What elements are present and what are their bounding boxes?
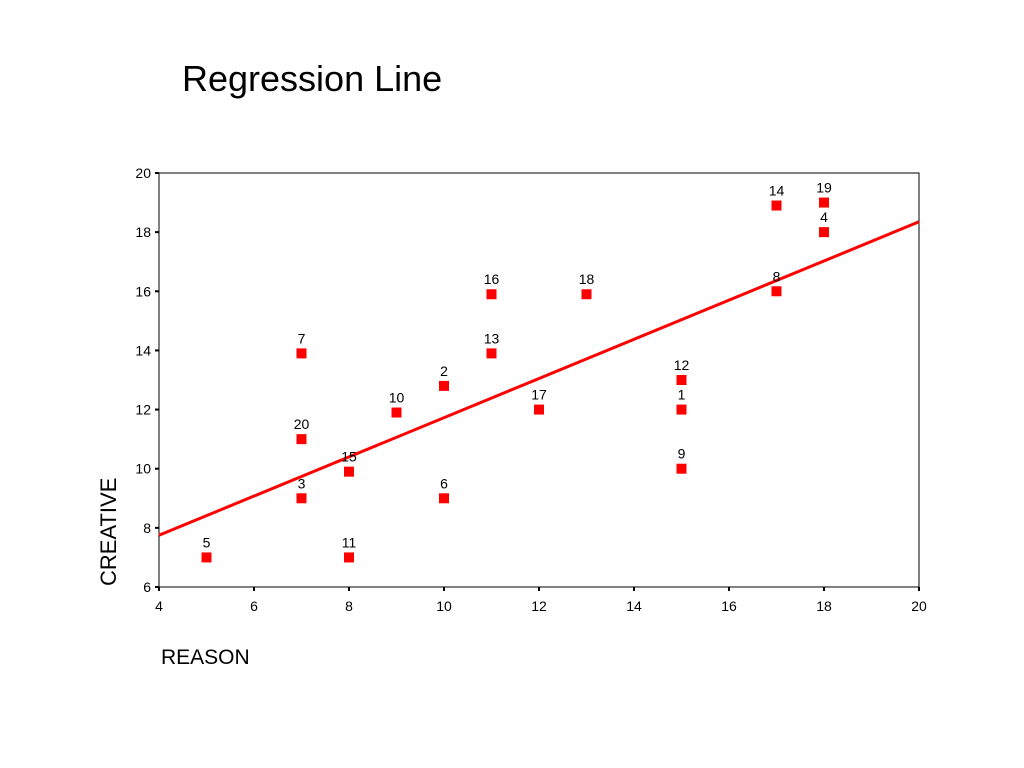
data-point	[771, 200, 782, 211]
data-point	[439, 380, 449, 391]
y-axis: 6 8 10 12 14 16 18 20	[135, 165, 159, 595]
point-label: 14	[769, 183, 785, 199]
data-point	[581, 289, 592, 300]
point-label: 13	[484, 330, 500, 346]
y-tick-label: 14	[135, 342, 151, 358]
regression-line	[158, 220, 920, 537]
y-tick-label: 16	[135, 283, 151, 299]
data-point	[344, 466, 354, 477]
data-point	[771, 286, 782, 297]
y-tick-label: 20	[135, 165, 151, 181]
point-label: 10	[389, 390, 405, 406]
data-point	[486, 289, 497, 300]
point-label: 2	[440, 363, 448, 379]
data-point	[296, 434, 307, 445]
point-label: 17	[531, 387, 547, 403]
slide-title: Regression Line	[182, 58, 443, 99]
point-label: 3	[298, 475, 306, 491]
y-tick-label: 10	[135, 461, 151, 477]
point-label: 15	[341, 449, 357, 465]
x-tick-label: 12	[531, 598, 547, 614]
point-label: 5	[203, 534, 211, 550]
x-tick-label: 6	[250, 598, 258, 614]
data-point	[676, 404, 687, 415]
y-axis-title: CREATIVE	[96, 478, 121, 586]
x-tick-label: 8	[345, 598, 353, 614]
x-tick-label: 16	[721, 598, 737, 614]
point-label: 7	[298, 330, 306, 346]
y-tick-label: 8	[143, 520, 151, 536]
point-label: 9	[678, 446, 686, 462]
point-label: 8	[773, 268, 781, 284]
x-tick-label: 18	[816, 598, 832, 614]
data-point	[296, 493, 307, 504]
x-tick-label: 20	[911, 598, 927, 614]
point-label: 18	[579, 271, 595, 287]
point-label: 20	[294, 416, 310, 432]
data-point	[819, 227, 829, 238]
point-label: 6	[440, 475, 448, 491]
data-point	[391, 407, 402, 418]
data-point	[201, 552, 212, 563]
point-label: 19	[816, 180, 832, 196]
x-tick-label: 14	[626, 598, 642, 614]
data-point	[439, 493, 449, 504]
data-point	[819, 197, 829, 208]
x-tick-label: 4	[155, 598, 163, 614]
regression-line-group	[158, 220, 920, 537]
point-label: 4	[820, 209, 828, 225]
data-points	[201, 197, 829, 563]
data-point	[676, 375, 687, 385]
y-tick-label: 12	[135, 402, 151, 418]
data-point	[344, 552, 354, 563]
y-tick-label: 6	[143, 579, 151, 595]
y-tick-label: 18	[135, 224, 151, 240]
data-point	[486, 348, 497, 359]
point-label: 11	[342, 534, 357, 550]
point-label: 12	[674, 357, 690, 373]
x-axis: 4 6 8 10 12 14 16 18 20	[155, 587, 927, 614]
data-point	[296, 348, 307, 359]
x-axis-title: REASON	[161, 646, 250, 669]
data-point	[676, 463, 687, 474]
x-tick-label: 10	[436, 598, 452, 614]
point-label: 1	[678, 387, 686, 403]
point-label: 16	[484, 271, 500, 287]
data-point	[534, 404, 544, 415]
